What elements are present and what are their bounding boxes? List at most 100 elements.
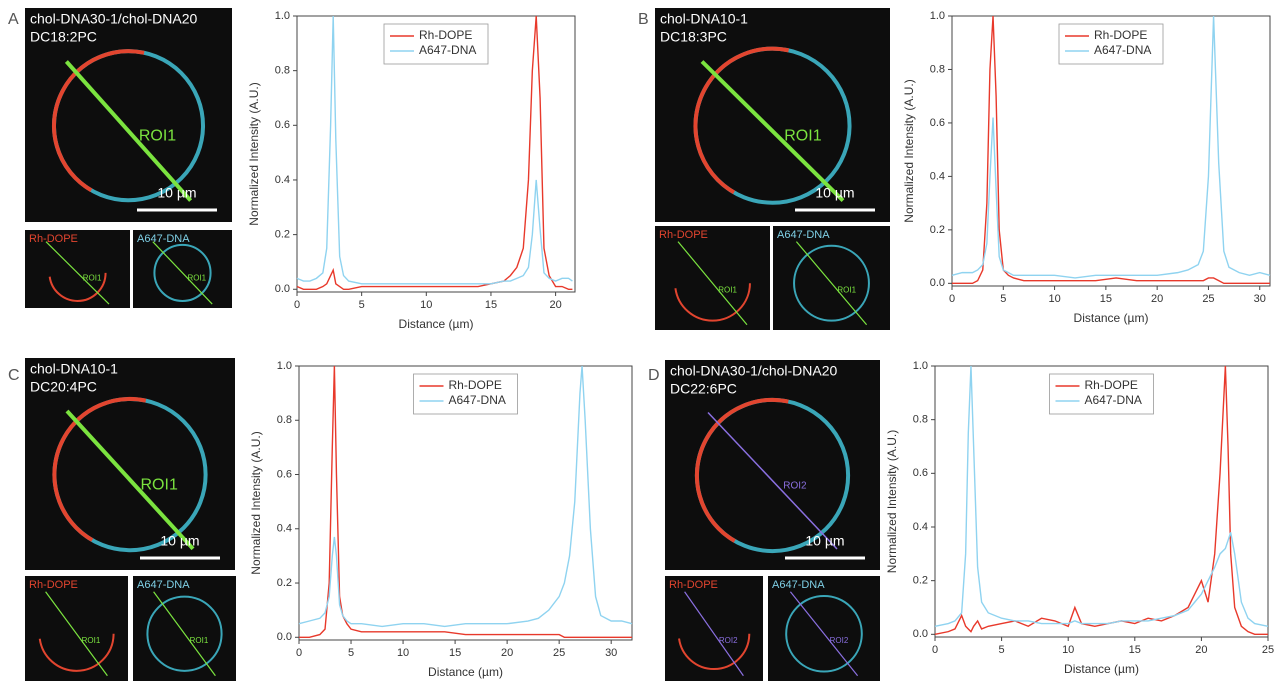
roi-label: ROI1 [141, 476, 178, 493]
x-tick-label: 5 [348, 647, 354, 659]
y-tick-label: 0.4 [930, 170, 945, 182]
inset-label: A647-DNA [137, 233, 190, 245]
y-axis-title: Normalized Intensity (A.U.) [247, 82, 261, 225]
x-axis-title: Distance (µm) [428, 665, 503, 679]
inset-micrograph [133, 230, 232, 308]
inset-roi-label: ROI1 [837, 286, 856, 295]
x-tick-label: 15 [1100, 293, 1112, 305]
y-tick-label: 0.0 [930, 277, 945, 289]
y-tick-label: 0.2 [275, 229, 290, 241]
legend-label: Rh-DOPE [1094, 28, 1147, 42]
x-tick-label: 10 [1062, 644, 1074, 656]
legend-box [413, 373, 518, 415]
y-tick-label: 0.8 [277, 414, 292, 426]
roi-label: ROI1 [139, 128, 176, 145]
inset-vesicle [677, 597, 751, 671]
vesicle-domain [52, 397, 208, 553]
inset-roi-label: ROI1 [190, 636, 209, 645]
inset-label: A647-DNA [137, 579, 190, 591]
y-tick-label: 0.8 [275, 65, 290, 77]
legend-label: A647-DNA [419, 43, 476, 57]
x-tick-label: 10 [397, 647, 409, 659]
inset-vesicle [793, 244, 870, 322]
y-tick-label: 0.6 [277, 468, 292, 480]
scale-bar-label: 10 µm [805, 533, 844, 549]
inset-roi-line [45, 241, 110, 305]
vesicle-domain [693, 46, 852, 205]
roi-label: ROI2 [783, 481, 807, 492]
x-tick-label: 20 [1151, 293, 1163, 305]
inset-label: A647-DNA [777, 229, 830, 241]
scale-bar-label: 10 µm [157, 185, 196, 201]
inset-vesicle [153, 243, 212, 302]
series-line [299, 365, 632, 638]
panel-letter: D [648, 367, 660, 384]
plot-frame [951, 15, 1271, 287]
inset-vesicle [38, 595, 115, 672]
series-line [296, 15, 573, 285]
x-tick-label: 25 [553, 647, 565, 659]
y-tick-label: 0.6 [275, 119, 290, 131]
inset-micrograph [665, 576, 763, 681]
scale-bar-label: 10 µm [815, 185, 854, 201]
inset-roi-line [795, 241, 868, 326]
inset-micrograph [773, 226, 890, 330]
y-tick-label: 0.2 [277, 577, 292, 589]
scale-bar-label: 10 µm [160, 533, 199, 549]
y-tick-label: 0.0 [277, 631, 292, 643]
legend-label: A647-DNA [1094, 43, 1151, 57]
micrograph [655, 8, 890, 222]
inset-label: Rh-DOPE [669, 579, 718, 591]
roi-line [707, 411, 838, 550]
x-axis-title: Distance (µm) [1074, 311, 1149, 325]
x-tick-label: 15 [485, 299, 497, 311]
panel-letter: C [8, 367, 20, 384]
y-tick-label: 0.2 [913, 575, 928, 587]
x-tick-label: 30 [605, 647, 617, 659]
x-axis-title: Distance (µm) [399, 317, 474, 331]
y-tick-label: 0.8 [930, 63, 945, 75]
legend-label: Rh-DOPE [449, 378, 502, 392]
series-line [951, 15, 1271, 279]
inset-vesicle [674, 244, 751, 322]
x-tick-label: 15 [449, 647, 461, 659]
y-tick-label: 0.0 [913, 628, 928, 640]
x-axis-title: Distance (µm) [1064, 662, 1139, 676]
x-tick-label: 10 [1048, 293, 1060, 305]
inset-roi-line [789, 591, 859, 677]
legend-label: A647-DNA [1085, 393, 1142, 407]
inset-roi-line [684, 591, 744, 677]
y-tick-label: 0.6 [913, 467, 928, 479]
roi-label: ROI1 [784, 128, 821, 145]
x-tick-label: 20 [501, 647, 513, 659]
micrograph [25, 8, 232, 222]
image-label: chol-DNA30-1/chol-DNA20 [670, 363, 838, 379]
image-label: DC18:3PC [660, 29, 727, 45]
inset-micrograph [25, 230, 130, 308]
x-tick-label: 30 [1254, 293, 1266, 305]
x-tick-label: 5 [1000, 293, 1006, 305]
inset-roi-line [153, 591, 216, 677]
x-tick-label: 0 [949, 293, 955, 305]
x-tick-label: 5 [359, 299, 365, 311]
inset-label: A647-DNA [772, 579, 825, 591]
inset-micrograph [25, 576, 128, 681]
series-line [952, 15, 1270, 285]
inset-micrograph [768, 576, 880, 681]
panel-letter: A [8, 11, 19, 28]
inset-roi-label: ROI1 [718, 286, 737, 295]
legend-box [1058, 23, 1164, 65]
inset-roi-line [45, 591, 108, 677]
legend-box [383, 23, 489, 65]
y-tick-label: 1.0 [913, 360, 928, 372]
x-tick-label: 0 [294, 299, 300, 311]
x-tick-label: 0 [932, 644, 938, 656]
micrograph [665, 360, 880, 570]
inset-roi-label: ROI1 [187, 273, 206, 282]
inset-roi-label: ROI1 [82, 636, 101, 645]
image-label: chol-DNA10-1 [30, 361, 118, 377]
micrograph [25, 358, 235, 570]
plot-frame [296, 15, 576, 293]
y-axis-title: Normalized Intensity (A.U.) [249, 431, 263, 574]
